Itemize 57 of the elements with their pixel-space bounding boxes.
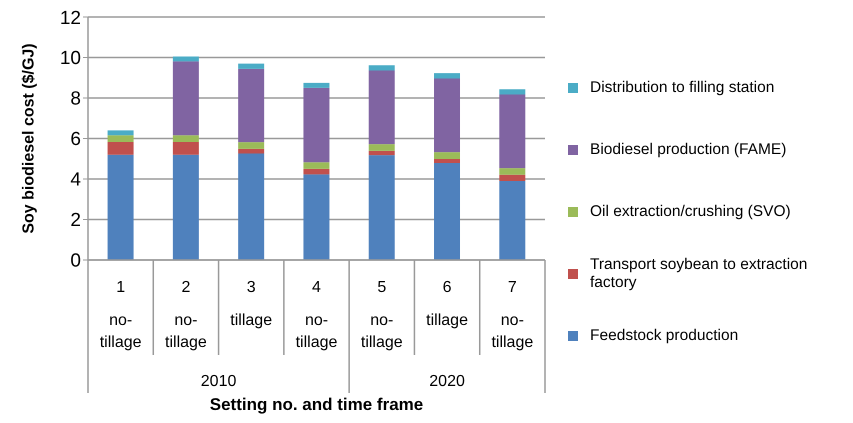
bar [434,163,460,260]
bar [499,94,526,168]
bar [368,155,395,260]
bar [368,144,395,151]
bar [368,65,395,70]
y-tick-label: 4 [70,170,82,191]
x-tick-label: 7 no-tillage [491,279,534,351]
bar [108,130,134,136]
x-tick-label: 3 tillage [230,279,272,329]
bar [172,61,199,136]
legend-label: Distribution to filling station [590,79,774,97]
bar [303,174,330,260]
bar [303,162,330,169]
bar [108,154,134,260]
bar [108,135,134,142]
bar [238,148,264,154]
bar [434,73,460,79]
x-tick-label: 1 no-tillage [100,279,142,351]
legend-label: Oil extraction/crushing (SVO) [590,203,791,221]
bar [303,82,330,88]
bar [303,88,330,162]
text: 2020 [429,373,465,390]
bar [303,168,330,174]
bar [238,68,264,142]
legend-label: Feedstock production [590,327,738,345]
y-axis-title: Soy biodiesel cost ($/GJ) [20,43,38,234]
bar [172,135,199,142]
text: 2010 [200,373,236,390]
y-tick-label: 8 [70,88,81,110]
bar [499,174,526,182]
legend-label: Biodiesel production (FAME) [590,141,786,159]
bar [368,150,395,156]
bar [238,64,264,69]
x-tick-label: 4 no-tillage [296,279,338,351]
bar [368,70,395,144]
bar [172,154,199,260]
x-tick-label: 5 no-tillage [360,279,403,351]
y-tick-label: 2 [70,210,81,232]
y-tick-label: 12 [60,8,81,29]
bar [238,153,264,260]
bar [499,89,526,95]
bar [434,158,460,164]
y-tick-label: 6 [70,129,81,150]
bar [499,168,526,175]
bar [172,142,199,155]
bar [172,56,199,62]
x-tick-label: 6 tillage [426,279,468,329]
x-axis-title: Setting no. and time frame [210,395,424,414]
y-tick-label: 10 [60,48,81,70]
bar [499,181,526,260]
y-tick-label: 0 [70,250,81,272]
bar [238,142,264,149]
bar [434,78,460,152]
bar [434,152,460,159]
x-tick-label: 2 no-tillage [165,279,207,351]
bar [108,142,134,155]
legend-label: Transport soybean to extraction factory [590,256,808,292]
